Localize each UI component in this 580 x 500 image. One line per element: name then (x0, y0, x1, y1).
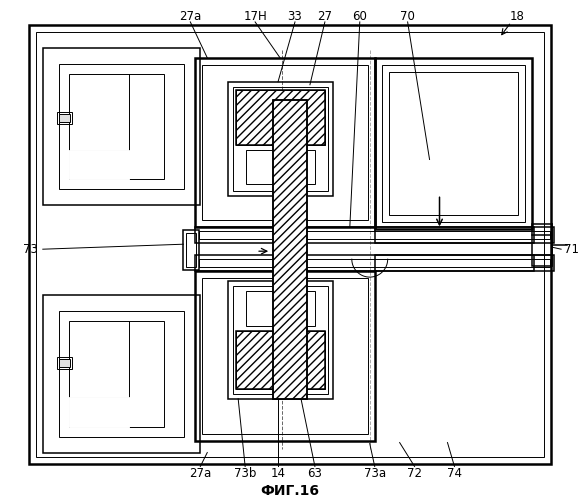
Bar (228, 82, 333, 196)
Text: ФИГ.16: ФИГ.16 (260, 484, 320, 498)
Bar (36, 32, 544, 456)
Bar (68, 321, 164, 426)
Bar (375, 255, 534, 271)
Bar (375, 58, 532, 230)
Text: 27a: 27a (179, 10, 201, 24)
Bar (233, 86, 328, 192)
Text: 33: 33 (288, 10, 302, 24)
Bar (246, 150, 315, 184)
Text: 73b: 73b (234, 467, 256, 480)
Bar (236, 331, 325, 388)
Bar (59, 64, 184, 190)
Bar (57, 112, 72, 124)
Bar (43, 48, 200, 205)
Text: 74: 74 (447, 467, 462, 480)
Bar (389, 72, 519, 216)
Bar (200, 232, 550, 239)
Bar (29, 25, 551, 464)
Bar (68, 74, 164, 180)
Bar (236, 90, 325, 144)
Text: 70: 70 (400, 10, 415, 24)
Bar (59, 359, 70, 367)
Bar (68, 150, 129, 180)
Text: 17H: 17H (243, 10, 267, 24)
Text: 73a: 73a (364, 467, 386, 480)
Bar (68, 396, 129, 426)
Text: 71: 71 (564, 242, 579, 256)
Text: 60: 60 (352, 10, 367, 24)
Bar (236, 331, 325, 388)
Text: 18: 18 (510, 10, 525, 24)
Text: 27: 27 (317, 10, 332, 24)
Bar (195, 58, 375, 228)
Bar (375, 228, 534, 243)
Bar (195, 228, 554, 243)
Bar (183, 230, 200, 270)
Bar (382, 65, 525, 222)
Bar (228, 281, 333, 398)
Text: 27a: 27a (189, 467, 212, 480)
Bar (202, 65, 368, 220)
Bar (200, 259, 550, 267)
Text: 63: 63 (307, 467, 322, 480)
Bar (202, 278, 368, 434)
Bar (43, 295, 200, 452)
Bar (246, 291, 315, 326)
Bar (59, 311, 184, 436)
Bar (195, 255, 554, 271)
Bar (273, 100, 307, 399)
Bar (233, 286, 328, 394)
Bar (186, 233, 196, 267)
Bar (57, 357, 72, 369)
Bar (236, 90, 325, 144)
Text: 73: 73 (23, 242, 38, 256)
Text: 14: 14 (270, 467, 285, 480)
Text: 72: 72 (407, 467, 422, 480)
Bar (59, 114, 70, 122)
Bar (532, 224, 552, 266)
Bar (273, 100, 307, 399)
Bar (195, 271, 375, 440)
